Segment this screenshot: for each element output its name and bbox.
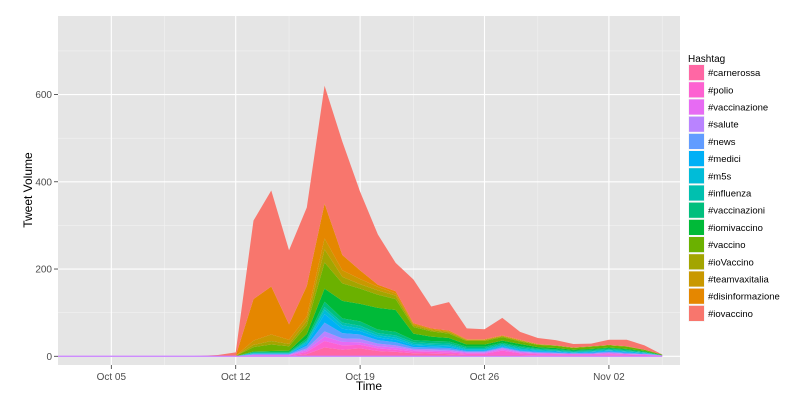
- area-series-iovaccino: [58, 85, 663, 357]
- y-tick-label: 0: [46, 352, 52, 363]
- area-series-polio: [58, 341, 663, 357]
- legend-label-news: #news: [708, 137, 736, 148]
- legend-label-influenza: #influenza: [708, 189, 752, 200]
- x-tick-label: Nov 02: [593, 372, 625, 383]
- area-series-ioVaccino: [58, 249, 663, 357]
- area-series-vaccino: [58, 262, 663, 357]
- legend-swatch-iovaccino: [689, 305, 704, 321]
- legend-label-disinformazione: #disinformazione: [708, 292, 780, 303]
- legend-title: Hashtag: [688, 54, 725, 65]
- legend-swatch-teamvaxitalia: [689, 271, 704, 287]
- legend-swatch-disinformazione: [689, 288, 704, 304]
- legend-label-vaccinazioni: #vaccinazioni: [708, 206, 765, 217]
- legend: Hashtag #carnerossa #polio #vaccinazione #s…: [687, 54, 780, 323]
- y-tick-label: 600: [35, 90, 52, 101]
- legend-label-ioVaccino: #ioVaccino: [708, 257, 754, 268]
- x-tick-label: Oct 05: [97, 372, 127, 383]
- legend-swatch-influenza: [689, 185, 704, 201]
- legend-label-polio: #polio: [708, 85, 733, 96]
- x-axis-ticks: Oct 05 Oct 12 Oct 19 Oct 26 Nov 02: [97, 365, 625, 383]
- legend-label-medici: #medici: [708, 154, 741, 165]
- area-series-carnerossa: [58, 347, 663, 357]
- y-tick-label: 400: [35, 177, 52, 188]
- legend-label-iomivaccino: #iomivaccino: [708, 223, 763, 234]
- legend-swatch-news: [689, 133, 704, 149]
- legend-label-salute: #salute: [708, 120, 739, 131]
- stacked-areas: [58, 85, 663, 357]
- y-axis-ticks: 0 200 400 600: [35, 90, 58, 363]
- x-axis-title: Time: [356, 379, 383, 393]
- legend-swatch-carnerossa: [689, 65, 704, 81]
- legend-swatch-vaccino: [689, 237, 704, 253]
- legend-swatch-salute: [689, 116, 704, 132]
- legend-swatch-medici: [689, 151, 704, 167]
- legend-swatch-polio: [689, 82, 704, 98]
- legend-swatch-vaccinazione: [689, 99, 704, 115]
- x-tick-label: Oct 12: [221, 372, 251, 383]
- x-tick-label: Oct 26: [470, 372, 500, 383]
- legend-label-vaccino: #vaccino: [708, 240, 746, 251]
- y-axis-title: Tweet Volume: [21, 152, 35, 228]
- legend-swatch-vaccinazioni: [689, 202, 704, 218]
- legend-swatch-iomivaccino: [689, 219, 704, 235]
- legend-swatch-ioVaccino: [689, 254, 704, 270]
- legend-label-vaccinazione: #vaccinazione: [708, 103, 768, 114]
- legend-swatch-m5s: [689, 168, 704, 184]
- y-tick-label: 200: [35, 265, 52, 276]
- area-series-vaccinazione: [58, 336, 663, 357]
- legend-label-carnerossa: #carnerossa: [708, 68, 761, 79]
- area-series-salute: [58, 331, 663, 357]
- legend-items: #carnerossa #polio #vaccinazione #salute #ne…: [687, 63, 780, 323]
- x-tick-label: Oct 19: [345, 372, 375, 383]
- legend-label-m5s: #m5s: [708, 171, 731, 182]
- legend-label-iovaccino: #iovaccino: [708, 309, 753, 320]
- legend-label-teamvaxitalia: #teamvaxitalia: [708, 275, 769, 286]
